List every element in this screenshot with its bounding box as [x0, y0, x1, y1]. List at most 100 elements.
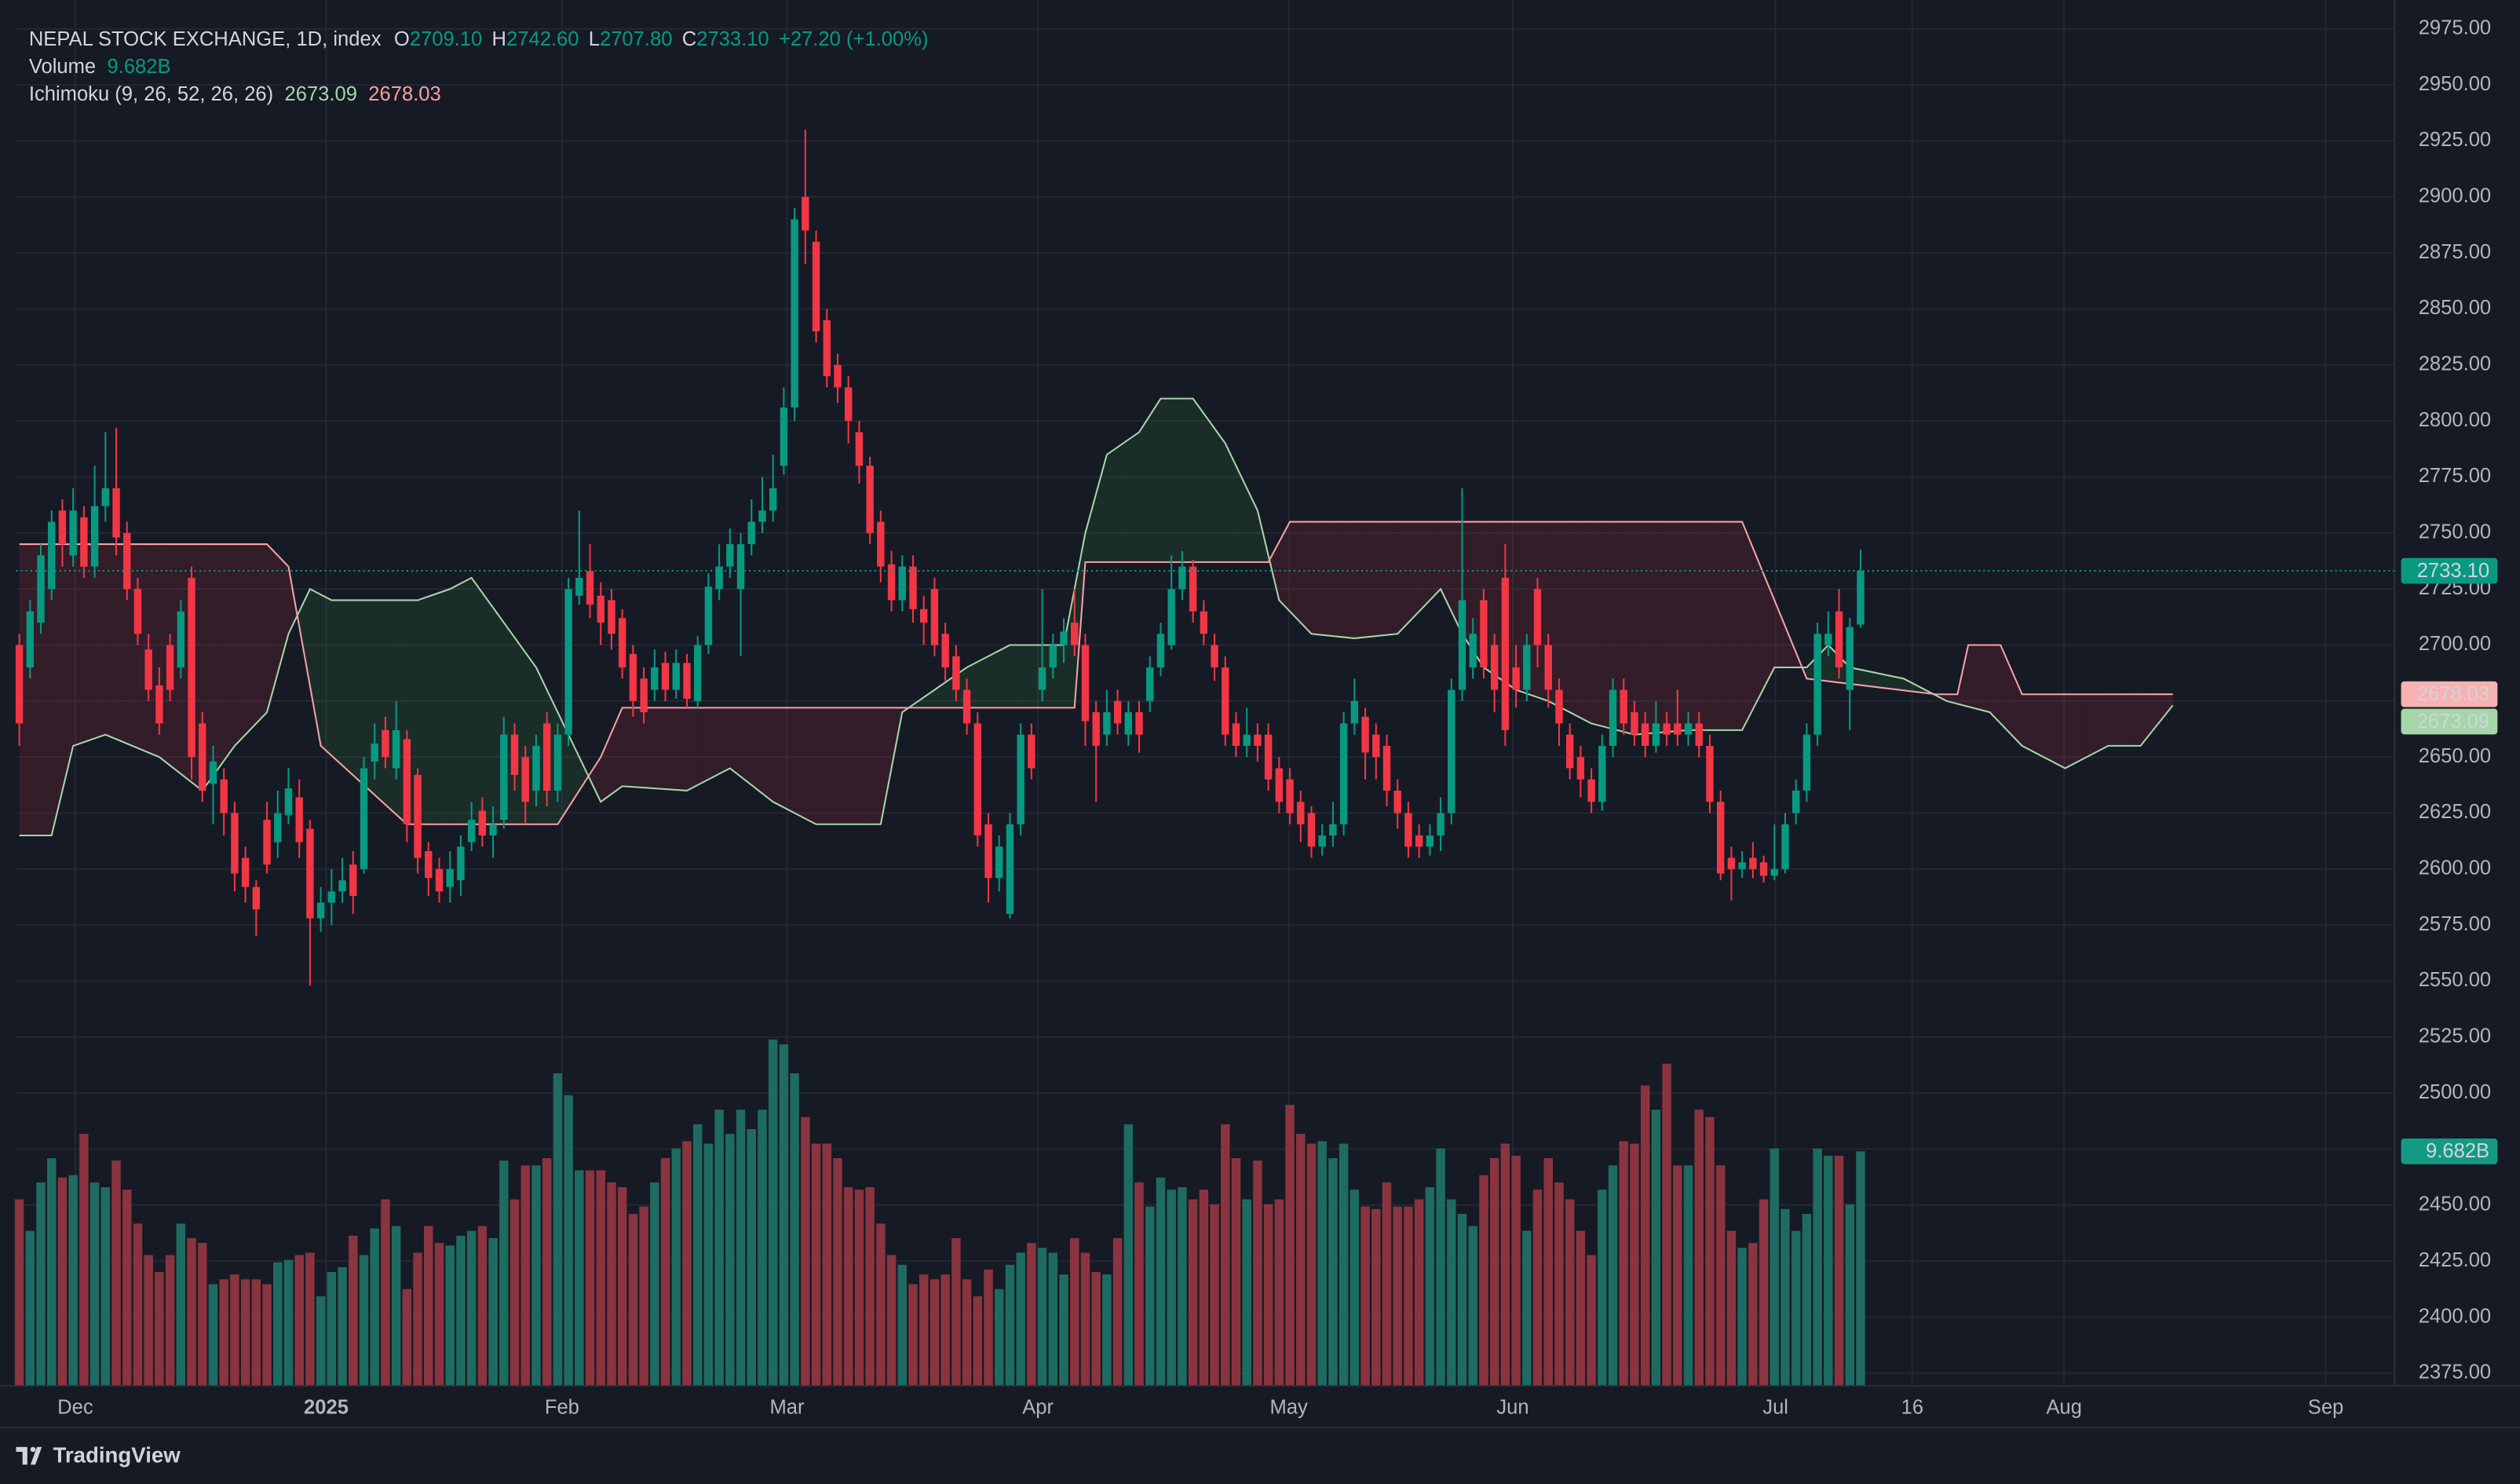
cloud-fill [1623, 521, 1630, 733]
candle-body [780, 408, 788, 466]
cloud-fill [853, 707, 860, 824]
volume-bar [854, 1190, 864, 1387]
last-price-box [2401, 557, 2498, 584]
cloud-fill [703, 707, 709, 783]
candles [15, 130, 1864, 986]
cloud-fill [1247, 488, 1253, 562]
candle-body [1727, 857, 1736, 869]
candle-body [1824, 634, 1832, 645]
cloud-fill [633, 707, 639, 788]
candle-body [478, 810, 487, 836]
volume-bar [1048, 1252, 1058, 1387]
cloud-fill [100, 544, 106, 737]
volume-bar [1221, 1124, 1230, 1387]
cloud-fill [2059, 694, 2065, 769]
volume-bar [488, 1237, 498, 1387]
cloud-fill [455, 583, 461, 824]
candle-body [1081, 645, 1090, 722]
cloud-fill [1328, 521, 1333, 637]
cloud-fill [1160, 398, 1167, 562]
candle-body [1189, 566, 1197, 612]
cloud-fill [1564, 521, 1570, 713]
candle-body [1200, 611, 1208, 634]
cloud-fill [1252, 499, 1258, 562]
candle-body [1178, 566, 1186, 590]
cloud-fill [2027, 694, 2033, 752]
volume-bar [1349, 1190, 1360, 1387]
cloud-fill [1365, 521, 1371, 638]
candle-body [101, 488, 110, 506]
x-tick-label: 2025 [304, 1397, 349, 1419]
cloud-fill [1747, 535, 1753, 720]
y-tick-label: 2700.00 [2419, 633, 2491, 655]
candle-body [823, 320, 831, 377]
cloud-fill [1618, 521, 1624, 733]
volume-bar [1425, 1187, 1435, 1387]
cloud-fill [2016, 682, 2022, 746]
candle-body [1480, 600, 1488, 668]
volume-bar [111, 1161, 121, 1387]
candle-body [1857, 571, 1864, 625]
cloud-fill [1187, 398, 1193, 562]
y-tick-label: 2850.00 [2419, 297, 2491, 319]
y-tick-label: 2575.00 [2419, 913, 2491, 935]
candle-body [284, 788, 293, 816]
cloud-fill [1742, 521, 1748, 730]
change-value: +27.20 (+1.00%) [779, 28, 929, 50]
cloud-fill [1467, 521, 1474, 651]
cloud-fill [757, 707, 762, 794]
cloud-fill [1166, 398, 1172, 562]
cloud-fill [1823, 645, 1828, 682]
cloud-fill [369, 600, 375, 795]
cloud-fill [439, 590, 445, 824]
cloud-fill [1580, 521, 1587, 721]
candle-body [252, 886, 261, 910]
candle-body [1297, 802, 1305, 824]
cloud-fill [977, 659, 984, 708]
cloud-fill [1171, 398, 1178, 562]
cloud-fill [1397, 521, 1404, 634]
cloud-fill [1149, 407, 1156, 562]
volume-bar [1489, 1158, 1499, 1387]
cloud-fill [1516, 521, 1521, 692]
cloud-fill [1360, 521, 1366, 638]
volume-bar [886, 1255, 897, 1387]
candle-body [1770, 868, 1778, 876]
cloud-fill [891, 707, 897, 769]
volume-bar [1112, 1237, 1123, 1387]
cloud-fill [1096, 473, 1102, 562]
candle-body [1663, 723, 1671, 735]
cloud-fill [1338, 521, 1344, 638]
lead-a-value: 2673.09 [285, 83, 357, 105]
volume-bar [1371, 1208, 1381, 1387]
volume-bar [1134, 1182, 1144, 1387]
cloud-fill [2167, 694, 2173, 712]
cloud-fill [2065, 694, 2071, 769]
x-tick-label: Aug [2046, 1397, 2082, 1419]
cloud-fill [1758, 561, 1764, 699]
y-tick-label: 2900.00 [2419, 185, 2491, 207]
cloud-fill [724, 707, 730, 771]
volume-bar [1522, 1230, 1532, 1387]
cloud-fill [1123, 439, 1129, 562]
cloud-fill [1828, 645, 1834, 682]
candle-body [133, 589, 142, 634]
cloud-fill [1693, 521, 1700, 730]
cloud-fill [772, 707, 779, 805]
cloud-fill [2011, 669, 2017, 740]
candle-body [274, 813, 282, 843]
candle-body [542, 723, 551, 791]
volume-bar [520, 1165, 530, 1387]
y-tick-label: 2600.00 [2419, 857, 2491, 879]
candle-body [15, 645, 24, 724]
volume-bar [908, 1284, 918, 1387]
cloud-fill [1974, 645, 1979, 710]
candle-body [973, 723, 982, 836]
volume-bar [198, 1243, 207, 1387]
volume-bar [47, 1158, 57, 1387]
cloud-fill [1068, 589, 1075, 708]
cloud-fill [1386, 521, 1393, 635]
volume-bar [1436, 1148, 1445, 1387]
volume-bar [359, 1255, 369, 1387]
cloud-fill [1887, 675, 1894, 689]
